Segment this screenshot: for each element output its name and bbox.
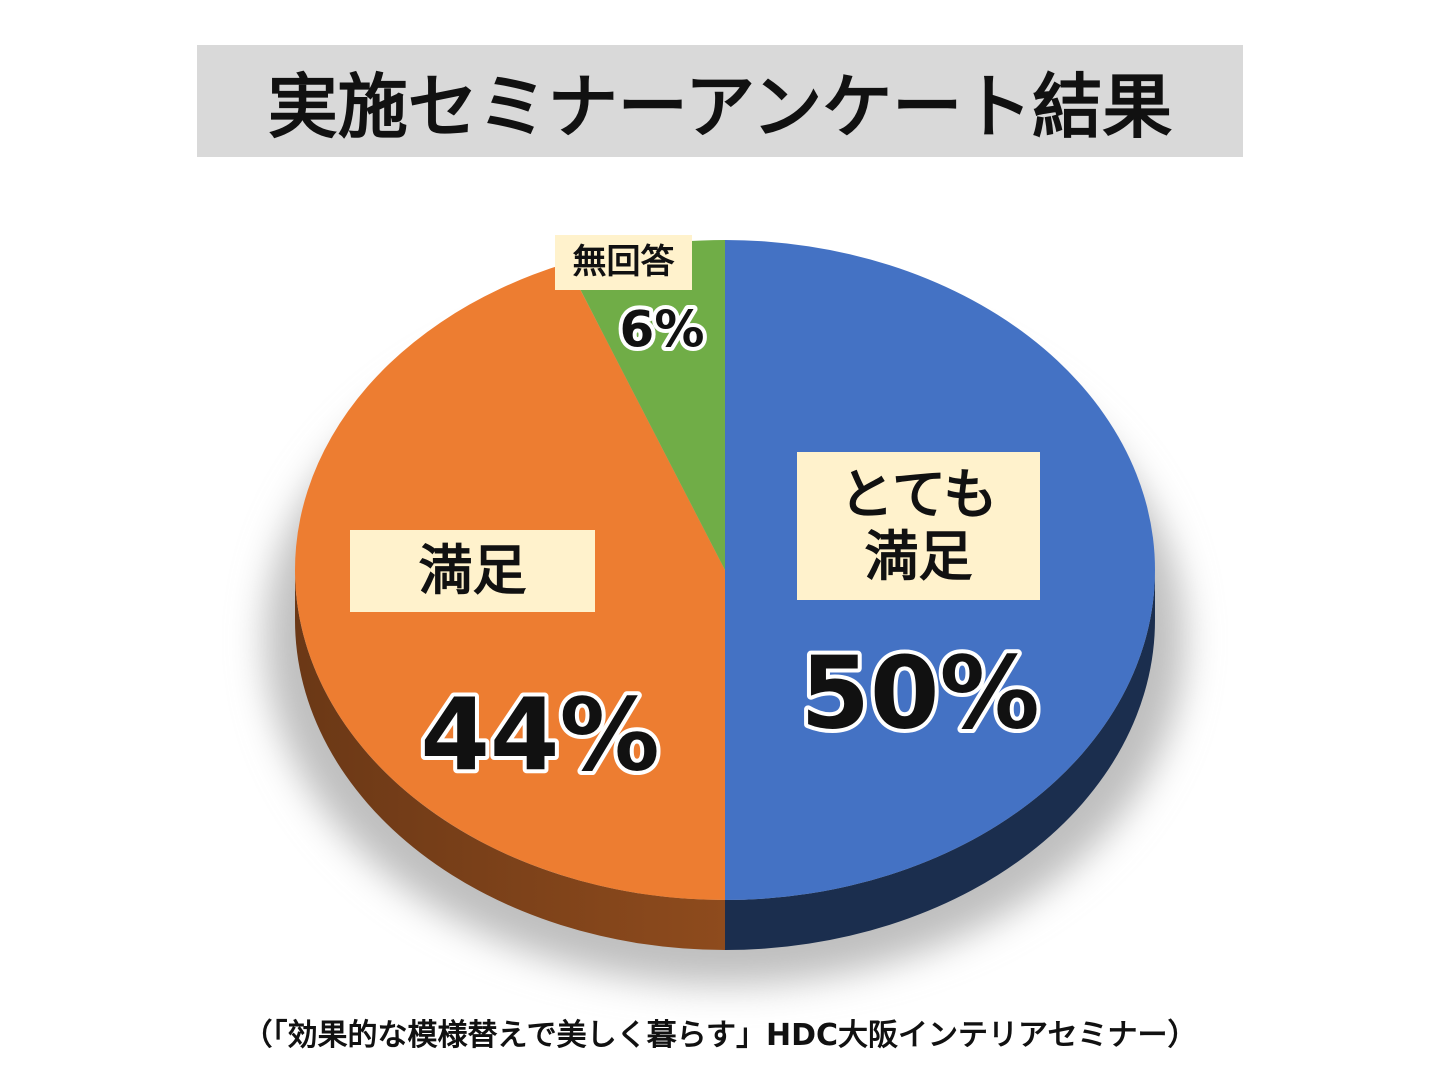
category-label: 無回答 <box>555 235 692 290</box>
category-label: 満足 <box>350 530 595 612</box>
footnote: （「効果的な模様替えで美しく暮らす」HDC大阪インテリアセミナー） <box>242 1018 1198 1053</box>
data-label: 6% <box>620 301 705 359</box>
data-label: 44% <box>420 676 659 793</box>
chart-title: 実施セミナーアンケート結果 <box>197 45 1243 157</box>
slice-side <box>295 570 725 950</box>
category-label: とても満足 <box>797 452 1040 600</box>
slice-side <box>725 570 1155 950</box>
pie-slice <box>566 240 725 570</box>
data-label: 50% <box>800 634 1039 751</box>
